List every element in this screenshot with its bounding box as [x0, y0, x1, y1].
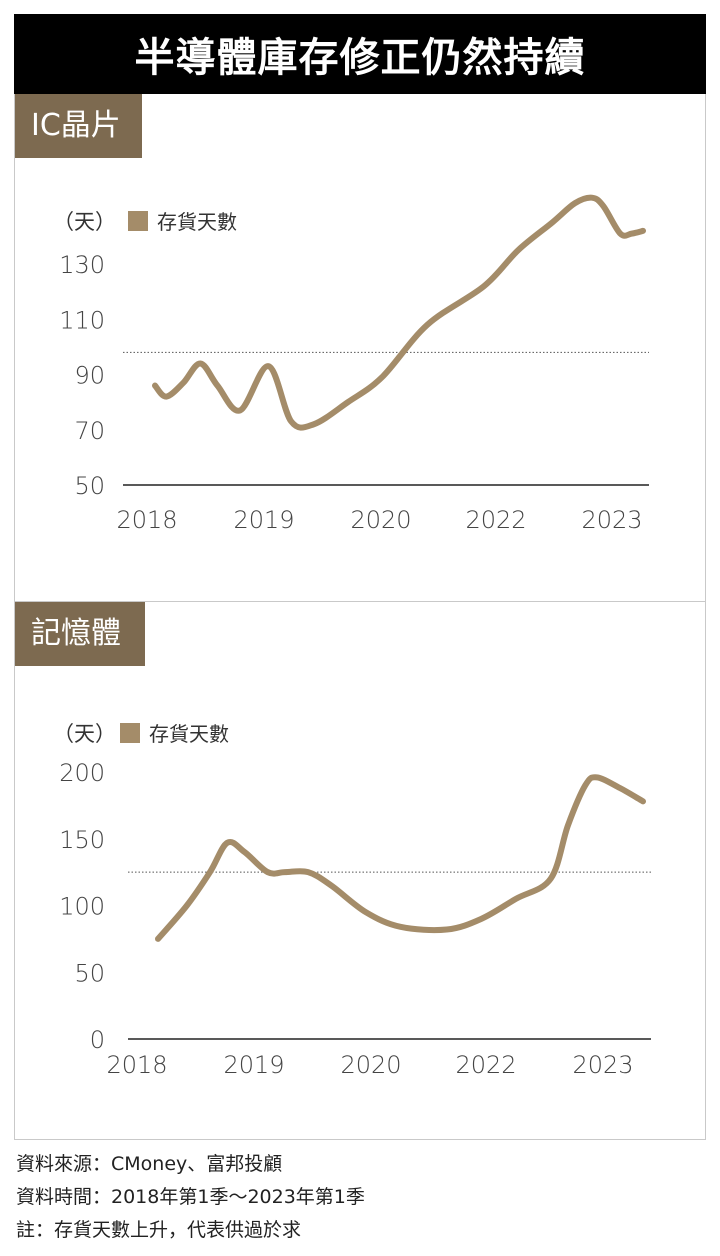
y-tick-label: 90: [74, 362, 105, 390]
x-tick-label: 2018: [116, 506, 177, 534]
memory-chart: （天） 存貨天數 0 50 100 150 200 2018 2019 2020 2022 2023: [53, 722, 651, 1079]
legend-swatch: [120, 723, 140, 743]
footer-note: 註：存貨天數上升，代表供過於求: [16, 1219, 302, 1241]
ic-chip-panel: IC晶片 （天） 存貨天數 50 70 90 110 130 2018 2019 2020 2022…: [14, 94, 706, 602]
footer-period: 資料時間：2018年第1季～2023年第1季: [16, 1186, 365, 1208]
legend-swatch: [128, 211, 148, 231]
x-tick-label: 2023: [581, 506, 642, 534]
y-tick-label: 110: [59, 306, 105, 334]
x-tick-label: 2019: [233, 506, 294, 534]
y-tick-label: 200: [59, 759, 105, 787]
y-tick-label: 70: [74, 417, 105, 445]
x-tick-label: 2018: [106, 1051, 167, 1079]
y-tick-label: 0: [90, 1026, 105, 1054]
footer-source: 資料來源：CMoney、富邦投顧: [16, 1153, 283, 1175]
memory-panel: 記憶體 （天） 存貨天數 0 50 100 150 200 2018 2019 2020 2022 2…: [14, 601, 706, 1140]
y-tick-label: 130: [59, 251, 105, 279]
footer-notes: 資料來源：CMoney、富邦投顧 資料時間：2018年第1季～2023年第1季 …: [16, 1148, 365, 1247]
y-tick-label: 150: [59, 826, 105, 854]
y-tick-label: 100: [59, 893, 105, 921]
y-tick-label: 50: [74, 959, 105, 987]
legend-label: 存貨天數: [149, 722, 229, 746]
x-tick-label: 2022: [455, 1051, 516, 1079]
y-axis-unit-label: （天）: [53, 210, 116, 234]
x-tick-label: 2019: [223, 1051, 284, 1079]
x-tick-label: 2020: [350, 506, 411, 534]
series-line-inventory-days: [155, 774, 646, 942]
x-tick-label: 2023: [572, 1051, 633, 1079]
y-tick-label: 50: [74, 472, 105, 500]
ic-chip-chart: （天） 存貨天數 50 70 90 110 130 2018 2019 2020 2022 2023: [53, 194, 649, 534]
section-title-ic: IC晶片: [15, 94, 142, 158]
legend-label: 存貨天數: [157, 210, 237, 234]
series-line-inventory-days: [152, 194, 646, 431]
section-title-memory: 記憶體: [15, 602, 145, 666]
y-axis-unit-label: （天）: [53, 722, 116, 746]
x-tick-label: 2022: [465, 506, 526, 534]
page-title: 半導體庫存修正仍然持續: [14, 14, 706, 94]
x-tick-label: 2020: [340, 1051, 401, 1079]
